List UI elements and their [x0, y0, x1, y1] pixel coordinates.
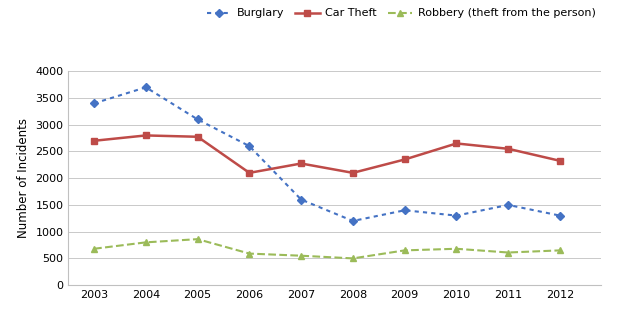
- Burglary: [194, 118, 202, 122]
- Robbery (theft from the person): [91, 247, 98, 251]
- Car Theft: [453, 142, 460, 145]
- Burglary: [349, 219, 356, 223]
- Burglary: [453, 214, 460, 218]
- Robbery (theft from the person): [194, 237, 202, 241]
- Car Theft: [246, 171, 253, 175]
- Robbery (theft from the person): [349, 257, 356, 260]
- Robbery (theft from the person): [453, 247, 460, 251]
- Car Theft: [556, 159, 564, 163]
- Robbery (theft from the person): [298, 254, 305, 258]
- Car Theft: [505, 147, 512, 151]
- Burglary: [505, 203, 512, 207]
- Car Theft: [349, 171, 356, 175]
- Car Theft: [401, 157, 409, 161]
- Robbery (theft from the person): [142, 240, 149, 244]
- Robbery (theft from the person): [401, 249, 409, 252]
- Line: Robbery (theft from the person): Robbery (theft from the person): [91, 236, 564, 262]
- Car Theft: [298, 162, 305, 166]
- Y-axis label: Number of Incidents: Number of Incidents: [17, 118, 30, 238]
- Line: Burglary: Burglary: [91, 84, 563, 224]
- Burglary: [142, 86, 149, 89]
- Robbery (theft from the person): [505, 250, 512, 254]
- Car Theft: [91, 139, 98, 143]
- Robbery (theft from the person): [246, 252, 253, 256]
- Burglary: [298, 198, 305, 202]
- Car Theft: [142, 133, 149, 137]
- Burglary: [246, 144, 253, 148]
- Line: Car Theft: Car Theft: [91, 132, 564, 176]
- Robbery (theft from the person): [556, 249, 564, 252]
- Car Theft: [194, 135, 202, 139]
- Burglary: [401, 208, 409, 212]
- Burglary: [91, 101, 98, 105]
- Burglary: [556, 214, 564, 218]
- Legend: Burglary, Car Theft, Robbery (theft from the person): Burglary, Car Theft, Robbery (theft from…: [206, 8, 596, 18]
